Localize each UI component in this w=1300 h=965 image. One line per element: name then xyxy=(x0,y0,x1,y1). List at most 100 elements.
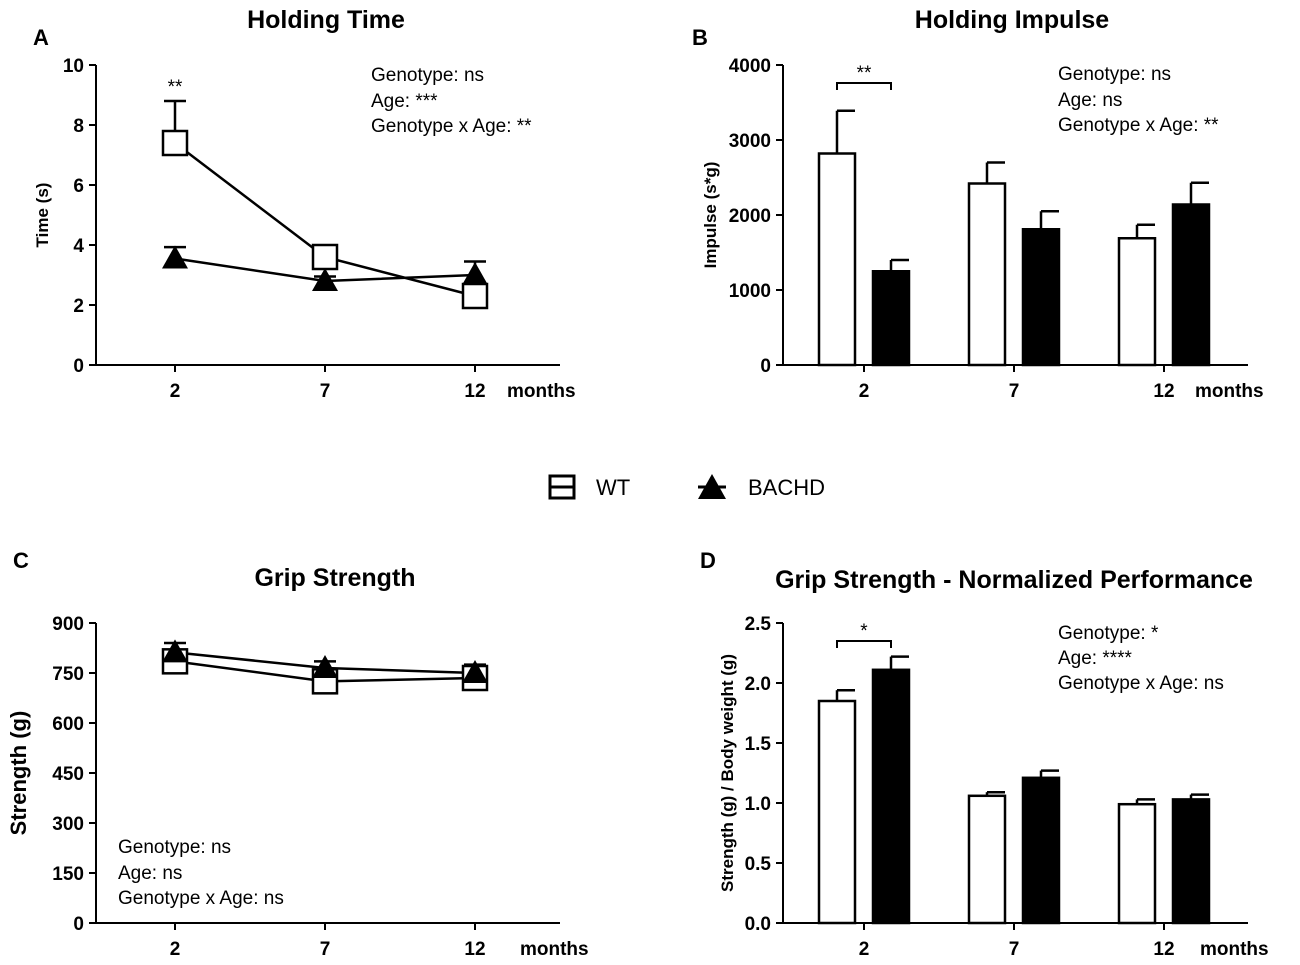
y-tick-label: 0.5 xyxy=(745,854,772,875)
y-tick-label: 900 xyxy=(52,614,84,635)
stats-annotation: Age: ns xyxy=(118,863,182,884)
bar-wt xyxy=(817,699,857,925)
data-point-bachd xyxy=(162,245,188,269)
y-tick-label: 750 xyxy=(52,664,84,685)
significance-marker: ** xyxy=(168,77,183,98)
y-tick-label: 1.0 xyxy=(745,794,771,815)
stats-annotation: Age: *** xyxy=(371,91,438,112)
y-axis-label: Time (s) xyxy=(33,183,52,248)
chart-title: Grip Strength xyxy=(254,564,415,592)
bar-wt xyxy=(967,794,1007,925)
legend-bachd-label: BACHD xyxy=(748,475,825,500)
significance-bracket xyxy=(836,640,892,648)
stats-annotation: Genotype x Age: ns xyxy=(1058,673,1224,694)
y-tick-label: 6 xyxy=(73,176,84,197)
data-point-bachd xyxy=(162,639,188,663)
chart-title: Holding Impulse xyxy=(915,6,1110,34)
bar-wt xyxy=(967,182,1007,367)
x-tick-label: 2 xyxy=(859,939,870,960)
stats-annotation: Age: **** xyxy=(1058,648,1133,669)
panel-holding-impulse: Holding Impulse B 0 1000 2000 3000 4000 2 7 12 mon… xyxy=(692,6,1264,402)
legend: WT BACHD xyxy=(548,474,825,500)
data-point-wt xyxy=(161,129,189,157)
data-point-bachd xyxy=(312,655,338,678)
chart-title: Holding Time xyxy=(247,6,405,34)
bar-bachd xyxy=(1171,203,1211,367)
y-tick-label: 2000 xyxy=(729,206,771,227)
panel-grip-strength: Grip Strength C 0 150 300 450 600 750 900 2 7 12 mon… xyxy=(6,548,589,960)
x-tick-label: 12 xyxy=(1153,381,1174,402)
data-point-bachd xyxy=(462,660,488,683)
x-tick-label: 7 xyxy=(320,381,331,402)
significance-marker: * xyxy=(860,621,868,642)
bar-bachd xyxy=(871,270,911,367)
y-axis-label: Strength (g) / Body weight (g) xyxy=(718,654,737,892)
y-tick-label: 1000 xyxy=(729,281,771,302)
x-tick-label: 12 xyxy=(464,381,485,402)
y-tick-label: 4 xyxy=(73,236,84,257)
x-tick-label: 2 xyxy=(859,381,870,402)
x-tick-label: 7 xyxy=(1009,939,1020,960)
bar-wt xyxy=(817,152,857,367)
panel-letter: B xyxy=(692,25,708,50)
stats-annotation: Age: ns xyxy=(1058,90,1122,111)
x-axis-label: months xyxy=(520,939,589,960)
stats-annotation: Genotype x Age: ns xyxy=(118,888,284,909)
legend-bachd-marker-icon xyxy=(698,474,726,499)
stats-annotation: Genotype: ns xyxy=(1058,64,1171,85)
bar-wt xyxy=(1117,237,1157,367)
legend-item-bachd: BACHD xyxy=(698,474,825,500)
panel-letter: D xyxy=(700,548,716,573)
y-tick-label: 600 xyxy=(52,714,84,735)
stats-annotation: Genotype: * xyxy=(1058,623,1159,644)
y-tick-label: 4000 xyxy=(729,56,771,77)
y-tick-label: 1.5 xyxy=(745,734,772,755)
stats-annotation: Genotype x Age: ** xyxy=(371,116,532,137)
x-tick-label: 2 xyxy=(170,939,181,960)
data-point-bachd xyxy=(312,268,338,291)
stats-annotation: Genotype: ns xyxy=(371,65,484,86)
y-tick-label: 0 xyxy=(760,356,771,377)
y-tick-label: 0.0 xyxy=(745,914,771,935)
x-tick-label: 12 xyxy=(1153,939,1174,960)
y-tick-label: 8 xyxy=(73,116,84,137)
x-axis-label: months xyxy=(507,381,576,402)
y-axis-label: Impulse (s*g) xyxy=(701,162,720,269)
y-tick-label: 2 xyxy=(73,296,84,317)
stats-annotation: Genotype: ns xyxy=(118,837,231,858)
y-tick-label: 2.5 xyxy=(745,614,772,635)
legend-item-wt: WT xyxy=(548,474,630,500)
panel-letter: A xyxy=(33,25,49,50)
panel-grip-strength-normalized: Grip Strength - Normalized Performance D 0… xyxy=(700,548,1269,960)
x-axis-label: months xyxy=(1195,381,1264,402)
bar-bachd xyxy=(1021,776,1061,925)
stats-annotation: Genotype x Age: ** xyxy=(1058,115,1219,136)
panel-letter: C xyxy=(13,548,29,573)
bar-bachd xyxy=(1021,228,1061,367)
x-tick-label: 7 xyxy=(320,939,331,960)
significance-bracket xyxy=(836,82,892,90)
y-tick-label: 2.0 xyxy=(745,674,771,695)
legend-wt-label: WT xyxy=(596,475,630,500)
data-point-wt xyxy=(311,243,339,271)
x-axis-label: months xyxy=(1200,939,1269,960)
y-tick-label: 300 xyxy=(52,814,84,835)
significance-marker: ** xyxy=(857,63,872,84)
x-tick-label: 12 xyxy=(464,939,485,960)
x-tick-label: 7 xyxy=(1009,381,1020,402)
y-tick-label: 10 xyxy=(63,56,84,77)
x-tick-label: 2 xyxy=(170,381,181,402)
data-point-bachd xyxy=(462,262,488,285)
y-tick-label: 0 xyxy=(73,914,84,935)
bar-wt xyxy=(1117,802,1157,925)
y-tick-label: 150 xyxy=(52,864,84,885)
panel-holding-time: Holding Time A 0 2 4 6 8 10 2 7 12 months Time (s) Ge… xyxy=(33,6,576,402)
y-tick-label: 450 xyxy=(52,764,84,785)
y-tick-label: 3000 xyxy=(729,131,771,152)
y-tick-label: 0 xyxy=(73,356,84,377)
bar-bachd xyxy=(871,668,911,925)
data-point-wt xyxy=(461,282,489,310)
y-axis-label: Strength (g) xyxy=(6,711,31,836)
chart-title: Grip Strength - Normalized Performance xyxy=(775,566,1253,594)
